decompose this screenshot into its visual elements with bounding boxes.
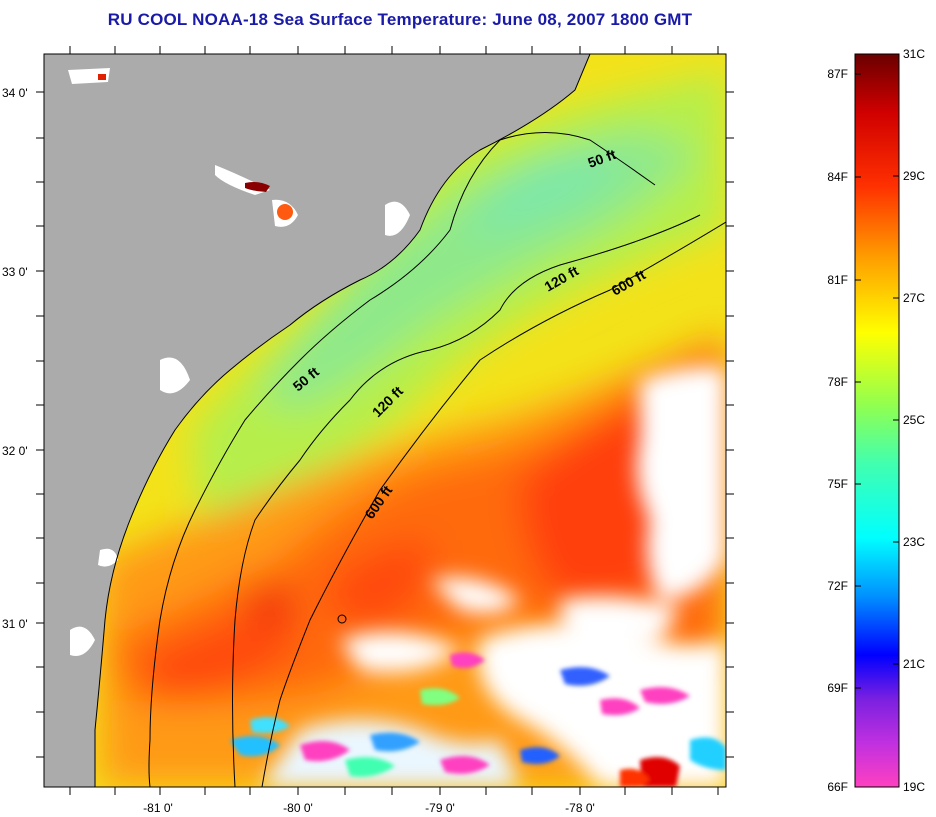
lat-label-33: 33 0' [2, 265, 28, 279]
isobath-600ft [261, 221, 726, 787]
map-frame [43, 53, 727, 788]
colorbar-f-label: 66F [827, 780, 848, 794]
colorbar-c-label: 21C [903, 657, 925, 671]
colorbar-f-label: 87F [827, 67, 848, 81]
coastline [94, 54, 591, 787]
lon-label-81: -81 0' [143, 801, 173, 815]
lat-label-34: 34 0' [2, 86, 28, 100]
colorbar-c-label: 23C [903, 535, 925, 549]
lat-label-31: 31 0' [2, 617, 28, 631]
colorbar-f-label: 72F [827, 579, 848, 593]
colorbar-f-label: 78F [827, 375, 848, 389]
colorbar-ticks [855, 53, 899, 788]
isobath-50ft [148, 132, 656, 787]
map-ticks [36, 46, 734, 795]
colorbar-c-label: 31C [903, 47, 925, 61]
land-mass [44, 54, 590, 787]
colorbar-c-label: 27C [903, 291, 925, 305]
colorbar-c-label: 25C [903, 413, 925, 427]
colorbar-c-label: 29C [903, 169, 925, 183]
colorbar-c-label: 19C [903, 780, 925, 794]
lon-label-79: -79 0' [425, 801, 455, 815]
isobath-120ft [232, 214, 701, 787]
lat-label-32: 32 0' [2, 444, 28, 458]
colorbar-f-label: 75F [827, 477, 848, 491]
colorbar-f-label: 81F [827, 273, 848, 287]
colorbar [854, 53, 900, 788]
colorbar-f-label: 69F [827, 681, 848, 695]
lon-label-78: -78 0' [565, 801, 595, 815]
lon-label-80: -80 0' [283, 801, 313, 815]
colorbar-f-label: 84F [827, 170, 848, 184]
sst-field [44, 54, 726, 787]
map-title: RU COOL NOAA-18 Sea Surface Temperature:… [107, 10, 693, 29]
